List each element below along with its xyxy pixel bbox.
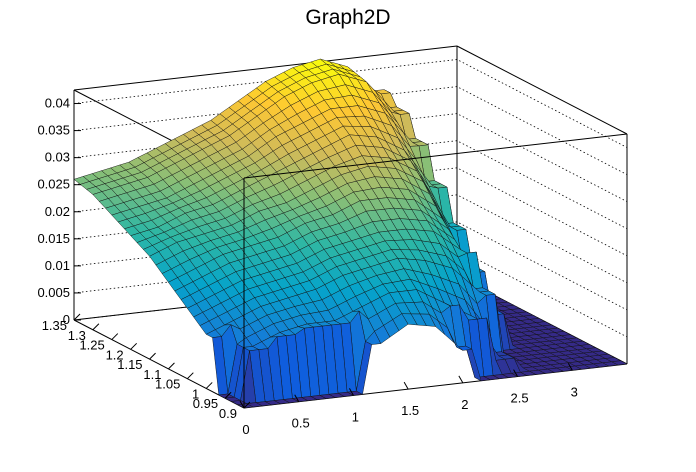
y-tick-label: 1.15 [117,357,142,372]
z-tick-label: 0.03 [45,150,70,165]
y-tick-label: 1.25 [79,338,104,353]
x-tick-mark [567,363,573,371]
y-tick-label: 0.9 [219,406,237,421]
x-tick-mark [513,369,519,377]
z-gridline [73,86,628,175]
axis-box-edge [73,45,458,91]
y-tick-mark [224,391,232,399]
x-tick-label: 1 [352,409,359,424]
z-tick-label: 0.005 [37,285,70,300]
surface-mesh [73,58,628,409]
x-tick-mark [403,381,409,390]
z-tick-label: 0.04 [45,96,70,111]
x-tick-mark [294,394,300,402]
x-tick-label: 2 [461,397,468,412]
y-tick-label: 1.05 [155,377,180,392]
chart-title: Graph2D [305,6,390,29]
y-tick-label: 1 [192,386,199,401]
x-tick-label: 1.5 [401,403,419,418]
y-tick-mark [186,372,194,380]
axis-box-front [243,133,628,408]
y-tick-mark [168,362,175,370]
x-tick-label: 0.5 [292,416,310,431]
z-tick-label: 0.025 [37,177,70,192]
y-tick-mark [243,401,251,409]
z-tick-label: 0.02 [45,204,70,219]
axis-box-edge [243,133,628,179]
y-tick-mark [73,313,81,321]
axis-box-edge [73,319,245,409]
z-tick-label: 0.035 [37,123,70,138]
y-tick-label: 0.95 [193,396,218,411]
x-tick-mark [348,388,354,396]
axis-ticks: 0 0.005 0.01 0.015 0.02 0.025 0.03 0.035 0.04 0.9… [37,96,577,437]
z-tick-label: 0.01 [45,258,70,273]
y-tick-mark [111,333,119,340]
x-tick-label: 2.5 [511,391,529,406]
x-tick-mark [458,375,464,384]
y-tick-mark [92,323,100,331]
surface-cell [237,403,254,409]
x-tick-label: 0 [242,422,249,437]
y-tick-label: 1.1 [143,367,161,382]
z-gridline [73,59,628,148]
y-tick-label: 1.3 [68,328,86,343]
y-tick-mark [130,342,138,350]
axis-box-edge [456,45,628,135]
y-tick-mark [205,382,213,389]
z-tick-label: 0 [63,312,70,327]
y-tick-mark [149,352,156,360]
x-tick-mark [239,400,245,409]
x-tick-label: 3 [571,384,578,399]
z-tick-label: 0.015 [37,231,70,246]
y-tick-label: 1.2 [106,347,124,362]
y-tick-label: 1.35 [42,318,67,333]
